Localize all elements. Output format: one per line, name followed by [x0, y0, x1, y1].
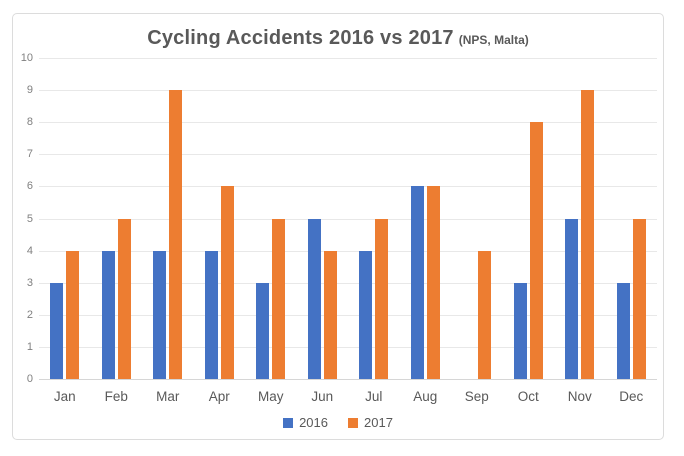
- chart-title-main: Cycling Accidents 2016 vs 2017: [147, 27, 454, 49]
- legend-item-2017: 2017: [348, 415, 393, 430]
- bar-2016-Jan: [50, 282, 64, 379]
- gridline-3: [39, 283, 657, 284]
- y-axis-tick-label: 2: [26, 309, 33, 321]
- x-axis-label-Dec: Dec: [619, 389, 644, 404]
- x-axis-label-Sep: Sep: [464, 389, 489, 404]
- x-axis-label-Aug: Aug: [413, 389, 438, 404]
- y-axis-tick-label: 3: [26, 277, 33, 289]
- gridline-1: [39, 347, 657, 348]
- gridline-10: [39, 58, 657, 59]
- bar-2016-Feb: [101, 250, 115, 379]
- x-axis-label-Oct: Oct: [517, 389, 539, 404]
- y-axis-tick-label: 8: [26, 116, 33, 128]
- bar-2017-Mar: [169, 90, 183, 379]
- bar-2017-Dec: [632, 218, 646, 379]
- x-axis-label-Jun: Jun: [311, 389, 334, 404]
- x-axis-label-Jan: Jan: [53, 389, 76, 404]
- gridline-7: [39, 154, 657, 155]
- bar-2017-Feb: [117, 218, 131, 379]
- bar-2016-Aug: [410, 186, 424, 379]
- y-axis-tick-label: 9: [26, 84, 33, 96]
- gridline-0: [39, 379, 657, 380]
- bar-2017-Jul: [375, 218, 389, 379]
- x-axis-label-Apr: Apr: [208, 389, 230, 404]
- x-axis-label-Nov: Nov: [567, 389, 592, 404]
- y-axis-tick-label: 6: [26, 180, 33, 192]
- bar-2017-Sep: [478, 250, 492, 379]
- bar-2016-Jul: [359, 250, 373, 379]
- y-axis-tick-label: 0: [26, 373, 33, 385]
- gridline-6: [39, 186, 657, 187]
- gridline-2: [39, 315, 657, 316]
- legend-swatch-2016: [283, 417, 294, 428]
- bar-2017-Apr: [220, 186, 234, 379]
- legend-label-2017: 2017: [364, 415, 393, 430]
- x-axis-label-Mar: Mar: [156, 389, 180, 404]
- x-axis-label-May: May: [257, 389, 284, 404]
- legend-label-2016: 2016: [299, 415, 328, 430]
- bar-2017-Aug: [426, 186, 440, 379]
- bar-2016-May: [256, 282, 270, 379]
- gridline-4: [39, 251, 657, 252]
- bar-2017-Jan: [66, 250, 80, 379]
- bar-2016-Nov: [565, 218, 579, 379]
- y-axis-tick-label: 10: [20, 52, 33, 64]
- plot-area: 0 1 2 3 4 5 6 7 8 9 10 Jan Feb Mar Apr May Jun Jul Aug Sep O…: [21, 52, 657, 404]
- bar-2017-Oct: [529, 122, 543, 379]
- chart-card: Cycling Accidents 2016 vs 2017 (NPS, Malt…: [12, 13, 664, 440]
- x-axis-label-Feb: Feb: [104, 389, 128, 404]
- bar-2016-Oct: [513, 282, 527, 379]
- gridline-8: [39, 122, 657, 123]
- y-axis-tick-label: 1: [26, 341, 33, 353]
- bar-2016-Mar: [153, 250, 167, 379]
- bar-2016-Apr: [204, 250, 218, 379]
- y-axis-tick-label: 4: [26, 245, 33, 257]
- bar-2016-Jun: [307, 218, 321, 379]
- bar-2016-Dec: [616, 282, 630, 379]
- y-axis-tick-label: 5: [26, 213, 33, 225]
- chart-title: Cycling Accidents 2016 vs 2017 (NPS, Malt…: [13, 27, 663, 50]
- bar-2017-Nov: [581, 90, 595, 379]
- y-axis-tick-label: 7: [26, 148, 33, 160]
- legend-item-2016: 2016: [283, 415, 328, 430]
- gridline-5: [39, 219, 657, 220]
- gridline-9: [39, 90, 657, 91]
- legend: 2016 2017: [13, 415, 663, 430]
- legend-swatch-2017: [348, 417, 358, 428]
- x-axis-label-Jul: Jul: [365, 389, 383, 404]
- bar-2017-May: [272, 218, 286, 379]
- bar-2017-Jun: [323, 250, 337, 379]
- chart-title-subtitle: (NPS, Malta): [458, 33, 529, 47]
